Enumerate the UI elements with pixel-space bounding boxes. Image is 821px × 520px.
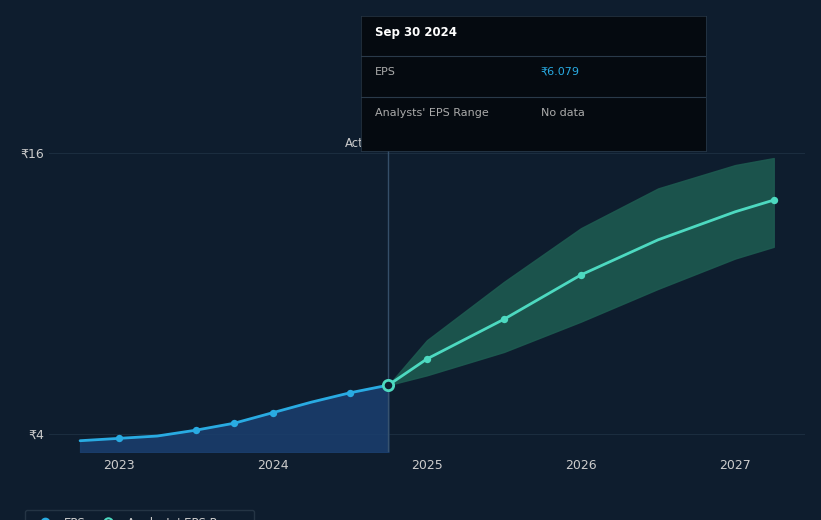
Text: Sep 30 2024: Sep 30 2024 <box>375 27 457 40</box>
Text: Analysts Forecasts: Analysts Forecasts <box>395 137 504 150</box>
Text: ₹6.079: ₹6.079 <box>540 67 580 77</box>
Text: EPS: EPS <box>375 67 396 77</box>
Point <box>343 388 356 397</box>
Point <box>767 196 780 204</box>
Point <box>189 426 202 434</box>
Point <box>112 434 125 443</box>
Point <box>382 381 395 389</box>
Legend: EPS, Analysts' EPS Range: EPS, Analysts' EPS Range <box>25 510 254 520</box>
Text: Analysts' EPS Range: Analysts' EPS Range <box>375 108 488 118</box>
Point <box>498 315 511 323</box>
Text: Actual: Actual <box>345 137 383 150</box>
Point <box>227 419 241 427</box>
Point <box>266 409 279 417</box>
Point <box>420 355 433 363</box>
Text: No data: No data <box>540 108 585 118</box>
Point <box>575 271 588 279</box>
